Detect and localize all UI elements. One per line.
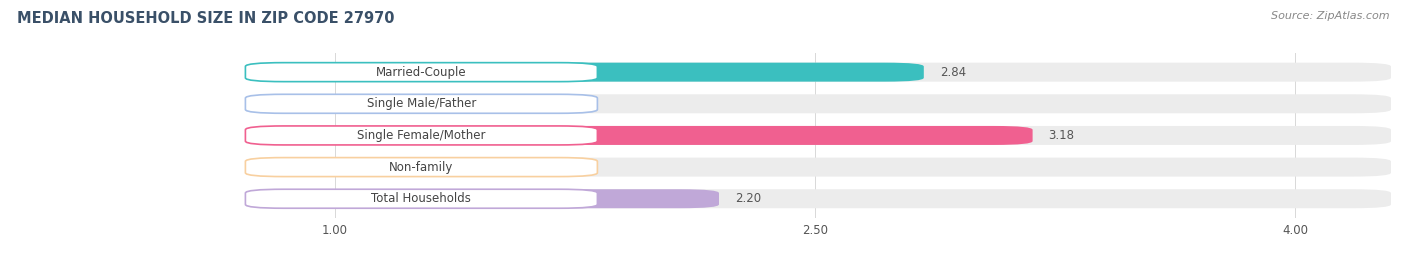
- FancyBboxPatch shape: [246, 158, 1391, 177]
- FancyBboxPatch shape: [246, 126, 1032, 145]
- Text: Non-family: Non-family: [389, 161, 454, 174]
- Text: Single Female/Mother: Single Female/Mother: [357, 129, 485, 142]
- FancyBboxPatch shape: [246, 63, 1391, 82]
- Text: 1.06: 1.06: [370, 161, 396, 174]
- Text: 2.20: 2.20: [735, 192, 761, 205]
- Text: 1.50: 1.50: [510, 97, 537, 110]
- Text: Married-Couple: Married-Couple: [375, 66, 467, 79]
- FancyBboxPatch shape: [246, 158, 354, 177]
- Text: MEDIAN HOUSEHOLD SIZE IN ZIP CODE 27970: MEDIAN HOUSEHOLD SIZE IN ZIP CODE 27970: [17, 11, 394, 26]
- FancyBboxPatch shape: [246, 158, 598, 177]
- Text: Single Male/Father: Single Male/Father: [367, 97, 477, 110]
- Text: 2.84: 2.84: [939, 66, 966, 79]
- FancyBboxPatch shape: [246, 189, 598, 208]
- FancyBboxPatch shape: [246, 94, 495, 113]
- Text: 3.18: 3.18: [1049, 129, 1074, 142]
- FancyBboxPatch shape: [246, 63, 924, 82]
- FancyBboxPatch shape: [246, 126, 598, 145]
- FancyBboxPatch shape: [246, 126, 1391, 145]
- FancyBboxPatch shape: [246, 94, 1391, 113]
- FancyBboxPatch shape: [246, 63, 598, 82]
- Text: Source: ZipAtlas.com: Source: ZipAtlas.com: [1271, 11, 1389, 21]
- FancyBboxPatch shape: [246, 94, 598, 113]
- FancyBboxPatch shape: [246, 189, 1391, 208]
- Text: Total Households: Total Households: [371, 192, 471, 205]
- FancyBboxPatch shape: [246, 189, 718, 208]
